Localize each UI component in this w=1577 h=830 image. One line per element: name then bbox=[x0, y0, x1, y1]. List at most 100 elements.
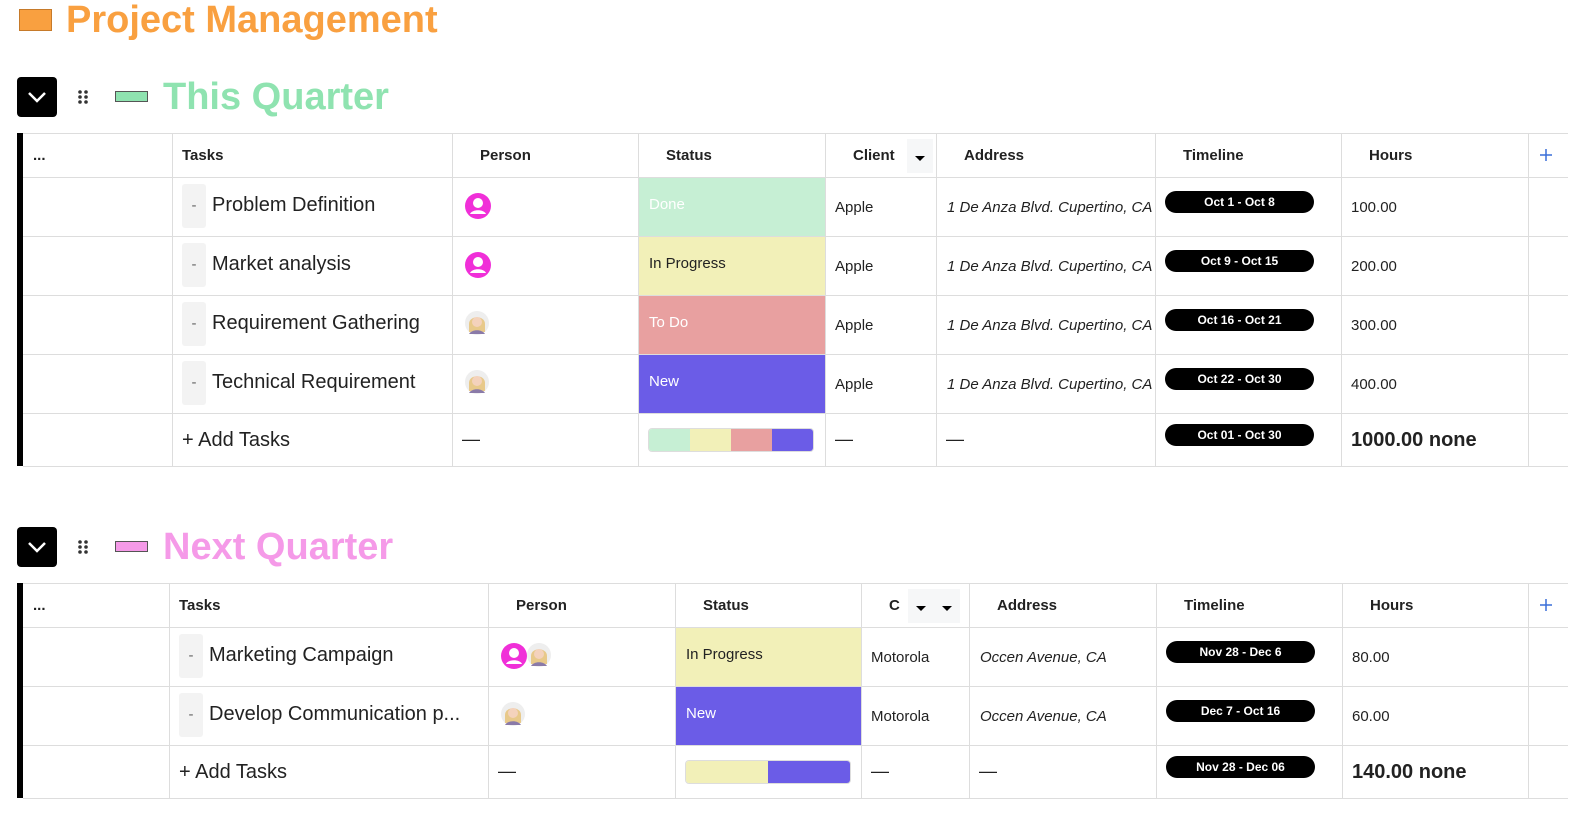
timeline: Oct 16 - Oct 21 bbox=[1165, 309, 1314, 331]
column-line bbox=[452, 133, 453, 466]
avatar[interactable] bbox=[500, 642, 528, 670]
row-line bbox=[23, 745, 1568, 746]
status-cell[interactable]: New bbox=[639, 355, 825, 413]
task-name[interactable]: Market analysis bbox=[212, 253, 351, 275]
status-label: To Do bbox=[649, 314, 689, 331]
timeline-summary: Oct 01 - Oct 30 bbox=[1165, 424, 1314, 446]
hours-summary: 140.00 none bbox=[1352, 761, 1467, 783]
column-header[interactable]: Timeline bbox=[1184, 597, 1245, 614]
client: Apple bbox=[835, 258, 874, 275]
status-label: New bbox=[686, 705, 717, 722]
avatar[interactable] bbox=[500, 701, 528, 729]
row-line bbox=[23, 686, 1568, 687]
row-handle[interactable]: - bbox=[179, 693, 203, 737]
task-name[interactable]: Develop Communication p... bbox=[209, 703, 461, 725]
column-header[interactable]: Status bbox=[666, 147, 712, 164]
row-line bbox=[23, 798, 1568, 799]
task-name[interactable]: Problem Definition bbox=[212, 194, 376, 216]
collapse-button[interactable] bbox=[17, 527, 57, 567]
drag-handle[interactable] bbox=[76, 89, 90, 105]
add-tasks[interactable]: + Add Tasks bbox=[182, 429, 291, 451]
address: Occen Avenue, CA bbox=[980, 649, 1107, 666]
avatar[interactable] bbox=[464, 192, 492, 220]
avatar[interactable] bbox=[464, 251, 492, 279]
column-header[interactable]: Person bbox=[516, 597, 567, 614]
column-header[interactable]: ... bbox=[33, 597, 46, 614]
column-header[interactable]: Tasks bbox=[182, 147, 224, 164]
row-line bbox=[23, 133, 1568, 134]
avatar[interactable] bbox=[526, 642, 554, 670]
column-line bbox=[861, 583, 862, 798]
status-label: Done bbox=[649, 196, 685, 213]
address: Occen Avenue, CA bbox=[980, 708, 1107, 725]
column-line bbox=[638, 133, 639, 466]
column-menu[interactable] bbox=[907, 139, 933, 173]
row-handle[interactable]: - bbox=[182, 184, 206, 228]
address-summary: — bbox=[946, 429, 964, 449]
status-cell[interactable]: New bbox=[676, 687, 861, 745]
column-header[interactable]: Tasks bbox=[179, 597, 221, 614]
add-column[interactable] bbox=[1538, 597, 1554, 613]
column-menu[interactable] bbox=[908, 589, 934, 623]
status-segment bbox=[649, 429, 690, 451]
hours: 100.00 bbox=[1351, 199, 1397, 216]
row-line bbox=[23, 583, 1568, 584]
column-line bbox=[1528, 583, 1529, 798]
column-header[interactable]: Client bbox=[853, 147, 895, 164]
group-bar bbox=[17, 133, 23, 466]
hours: 60.00 bbox=[1352, 708, 1390, 725]
status-summary bbox=[685, 760, 851, 784]
add-tasks[interactable]: + Add Tasks bbox=[179, 761, 288, 783]
client: Motorola bbox=[871, 649, 930, 666]
column-header[interactable]: Timeline bbox=[1183, 147, 1244, 164]
status-segment bbox=[686, 761, 768, 783]
hours: 400.00 bbox=[1351, 376, 1397, 393]
column-line bbox=[488, 583, 489, 798]
column-header[interactable]: Address bbox=[997, 597, 1058, 614]
board-icon bbox=[19, 9, 52, 31]
task-name[interactable]: Marketing Campaign bbox=[209, 644, 394, 666]
avatar[interactable] bbox=[464, 310, 492, 338]
timeline: Oct 1 - Oct 8 bbox=[1165, 191, 1314, 213]
column-header[interactable]: ... bbox=[33, 147, 46, 164]
drag-handle[interactable] bbox=[76, 539, 90, 555]
status-cell[interactable]: In Progress bbox=[639, 237, 825, 295]
column-line bbox=[936, 133, 937, 466]
row-handle[interactable]: - bbox=[182, 243, 206, 287]
row-line bbox=[23, 466, 1568, 467]
task-name[interactable]: Technical Requirement bbox=[212, 371, 416, 393]
avatar[interactable] bbox=[464, 369, 492, 397]
status-cell[interactable]: Done bbox=[639, 178, 825, 236]
status-label: In Progress bbox=[686, 646, 763, 663]
row-handle[interactable]: - bbox=[182, 302, 206, 346]
client-summary: — bbox=[835, 429, 853, 449]
column-header[interactable]: Hours bbox=[1369, 147, 1413, 164]
column-line bbox=[1155, 133, 1156, 466]
status-cell[interactable]: To Do bbox=[639, 296, 825, 354]
row-line bbox=[23, 236, 1568, 237]
row-handle[interactable]: - bbox=[182, 361, 206, 405]
column-header[interactable]: C bbox=[889, 597, 900, 614]
column-header[interactable]: Hours bbox=[1370, 597, 1414, 614]
address: 1 De Anza Blvd. Cupertino, CA bbox=[947, 317, 1153, 334]
timeline-summary: Nov 28 - Dec 06 bbox=[1166, 756, 1315, 778]
column-header[interactable]: Person bbox=[480, 147, 531, 164]
page-title: Project Management bbox=[66, 0, 438, 41]
add-column[interactable] bbox=[1538, 147, 1554, 163]
row-line bbox=[23, 627, 1568, 628]
row-line bbox=[23, 295, 1568, 296]
column-header[interactable]: Status bbox=[703, 597, 749, 614]
column-menu[interactable] bbox=[934, 589, 960, 623]
person-summary: — bbox=[462, 429, 480, 449]
address-summary: — bbox=[979, 761, 997, 781]
column-header[interactable]: Address bbox=[964, 147, 1025, 164]
timeline: Nov 28 - Dec 6 bbox=[1166, 641, 1315, 663]
row-handle[interactable]: - bbox=[179, 634, 203, 678]
task-name[interactable]: Requirement Gathering bbox=[212, 312, 420, 334]
status-cell[interactable]: In Progress bbox=[676, 628, 861, 686]
status-segment bbox=[690, 429, 731, 451]
column-line bbox=[675, 583, 676, 798]
collapse-button[interactable] bbox=[17, 77, 57, 117]
timeline: Oct 22 - Oct 30 bbox=[1165, 368, 1314, 390]
column-line bbox=[1156, 583, 1157, 798]
